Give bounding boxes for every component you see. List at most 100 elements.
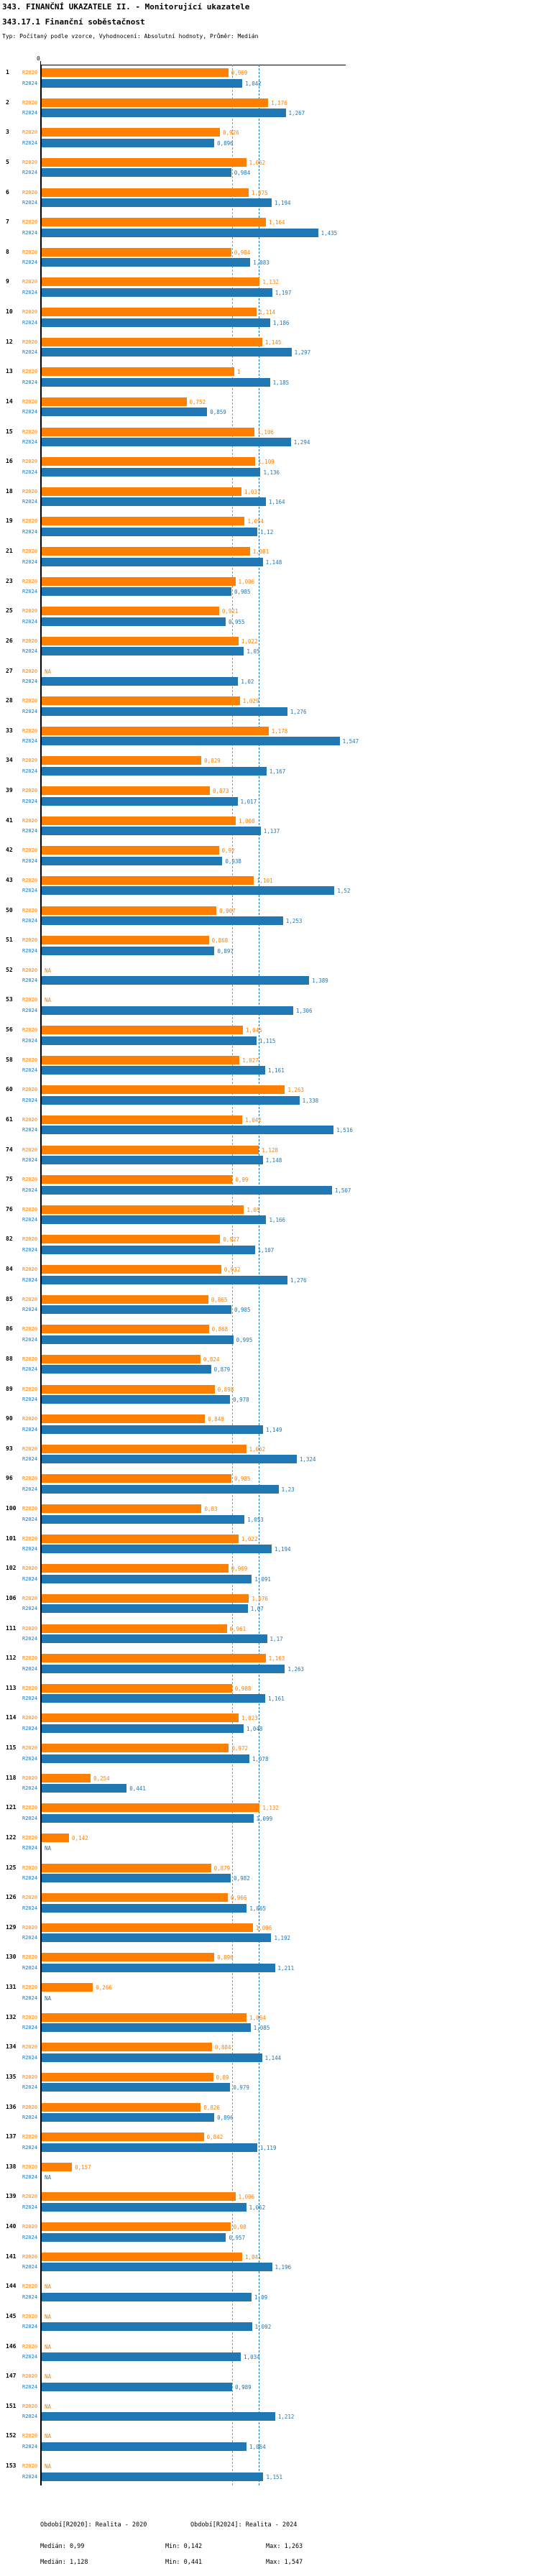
value-bar [42,636,239,645]
value-label: 1,148 [265,1157,282,1164]
series-label: R2024 [22,1366,38,1373]
value-bar [42,497,266,507]
value-bar [42,168,231,178]
value-bar [42,337,262,346]
value-label: 1,197 [275,289,292,296]
value-bar [42,2222,231,2231]
value-bar [42,348,292,357]
value-label: 0,884 [214,2044,231,2051]
bar-group-5: 5 R2020 1,062 R2024 0,984 [0,155,539,185]
series-label: R2024 [22,1456,38,1463]
group-number: 130 [6,1954,17,1961]
value-label: 0,897 [217,947,234,954]
series-label: R2020 [22,1296,38,1302]
value-label: 1,176 [271,99,287,106]
group-number: 53 [6,996,13,1003]
bar-group-52: 52 R2020 NA R2024 1,389 [0,962,539,993]
bar-group-113: 113 R2020 0,988 R2024 1,161 [0,1680,539,1711]
value-label: 0,99 [235,1177,249,1184]
value-bar [42,1085,285,1095]
value-label: 0,989 [235,2383,252,2391]
bar-row-r2024: R2024 0,989 [0,2382,539,2391]
bar-group-118: 118 R2020 0,254 R2024 0,441 [0,1770,539,1800]
value-bar [42,98,269,107]
series-label: R2020 [22,967,38,973]
value-label: 0,142 [72,1834,88,1841]
bar-row-r2020: R2020 0,842 [0,2133,539,2142]
value-label: 0,83 [204,1506,218,1512]
series-label: R2024 [22,1546,38,1552]
series-label: R2024 [22,1905,38,1911]
value-bar [42,1455,297,1464]
value-bar [42,467,261,477]
bar-row-r2020: R2020 0,969 [0,68,539,77]
series-label: R2024 [22,738,38,745]
series-label: R2024 [22,1964,38,1971]
value-bar [42,247,231,257]
bar-row-r2020: R2020 1,045 [0,1026,539,1034]
series-label: R2024 [22,2414,38,2420]
series-label: R2024 [22,2144,38,2150]
value-label: NA [45,997,52,1004]
value-label: 1,096 [255,1924,272,1931]
stat-r2024-min: Min: 0,441 [165,2559,203,2566]
value-bar [42,377,270,387]
bar-row-r2020: R2020 0,985 [0,1474,539,1484]
bar-group-12: 12 R2020 1,145 R2024 1,297 [0,334,539,364]
group-number: 113 [6,1684,17,1691]
bar-group-122: 122 R2020 0,142 R2024 NA [0,1830,539,1860]
group-number: 2 [6,98,9,106]
bar-row-r2024: R2024 1,17 [0,1634,539,1643]
value-bar [42,2412,275,2421]
stat-r2020-min: Min: 0,142 [165,2543,203,2550]
value-bar [42,1055,240,1064]
group-number: 16 [6,458,13,465]
series-label: R2024 [22,1397,38,1402]
series-label: R2020 [22,1775,38,1781]
series-label: R2020 [22,788,38,794]
bar-row-r2024: R2024 1,062 [0,2202,539,2212]
bar-row-r2024: R2024 0,985 [0,1305,539,1315]
stat-r2020-median: Medián: 0,99 [40,2543,85,2550]
value-label: 1,115 [259,1037,276,1044]
series-label: R2024 [22,1187,38,1193]
value-label: 1,048 [246,1725,263,1732]
series-label: R2020 [22,1984,38,1990]
value-bar [42,109,286,118]
bar-row-r2020: R2020 0,157 [0,2162,539,2171]
value-label: NA [45,2283,52,2291]
value-label: 1,034 [244,2354,260,2360]
bar-row-r2020: R2020 0,89 [0,2072,539,2082]
bar-group-9: 9 R2020 1,132 R2024 1,197 [0,274,539,304]
bar-group-41: 41 R2020 1,008 R2024 1,137 [0,813,539,843]
bar-row-r2024: R2024 1,164 [0,497,539,507]
value-bar [42,1156,263,1164]
group-number: 9 [6,278,9,285]
bar-row-r2020: R2020 1 [0,367,539,377]
series-label: R2020 [22,1206,38,1213]
bar-group-56: 56 R2020 1,045 R2024 1,115 [0,1022,539,1052]
value-label: 0,824 [203,1356,220,1363]
bar-group-131: 131 R2020 0,266 R2024 NA [0,1979,539,2010]
value-bar [42,1923,253,1932]
value-label: 0,98 [233,2224,247,2230]
value-bar [42,2162,73,2171]
group-number: 42 [6,847,13,854]
series-label: R2024 [22,678,38,684]
value-label: 1,119 [259,2144,277,2151]
value-bar [42,1724,244,1733]
value-bar [42,2442,247,2451]
bar-row-r2024: R2024 1,091 [0,1574,539,1583]
value-bar [42,1813,254,1823]
value-bar [42,198,272,207]
bar-row-r2020: R2020 1,023 [0,1714,539,1723]
series-label: R2024 [22,2115,38,2120]
group-number: 102 [6,1565,17,1572]
group-number: 34 [6,757,13,764]
bar-row-r2024: R2024 1,194 [0,198,539,207]
bar-row-r2020: R2020 1,006 [0,576,539,586]
bar-group-23: 23 R2020 1,006 R2024 0,985 [0,574,539,604]
series-label: R2020 [22,2044,38,2051]
bar-row-r2024: R2024 1,211 [0,1963,539,1972]
value-bar [42,2192,236,2202]
